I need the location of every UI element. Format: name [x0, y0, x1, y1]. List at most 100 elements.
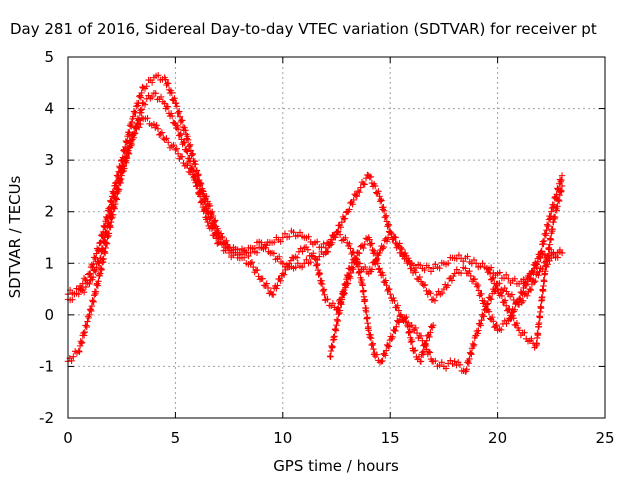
data-point-interp [478, 316, 485, 324]
data-point [515, 327, 523, 334]
data-point [515, 296, 523, 303]
data-point-interp [527, 286, 535, 294]
data-point-interp [341, 280, 348, 288]
data-point-interp [82, 322, 90, 329]
data-point-interp [402, 249, 409, 257]
data-point-interp [195, 171, 202, 178]
data-point-interp [486, 294, 494, 302]
data-point-interp [422, 342, 430, 350]
data-point-interp [433, 291, 440, 299]
data-point-interp [368, 240, 375, 247]
data-point-interp [179, 117, 186, 124]
data-point [376, 265, 383, 272]
data-point-interp [411, 347, 419, 354]
data-point-interp [125, 147, 132, 154]
data-point-interp [474, 330, 481, 337]
data-point [279, 270, 286, 277]
data-point [150, 120, 158, 128]
data-point [494, 285, 501, 293]
data-point-interp [318, 277, 325, 285]
data-point-interp [380, 243, 387, 251]
data-point-interp [95, 271, 103, 279]
data-point-interp [175, 109, 182, 117]
data-point-interp [266, 290, 273, 297]
data-point-interp [281, 230, 289, 237]
data-point-interp [200, 188, 207, 195]
data-point-interp [393, 323, 400, 330]
data-point-interp [353, 192, 361, 200]
data-point-interp [557, 188, 565, 196]
data-point-interp [103, 230, 110, 237]
y-axis-label: SDTVAR / TECUs [6, 175, 24, 298]
data-point-interp [363, 308, 370, 316]
data-point-interp [511, 306, 518, 314]
data-point [290, 229, 297, 236]
data-point-interp [378, 197, 385, 204]
data-point-interp [148, 93, 156, 101]
data-point-interp [406, 258, 413, 266]
data-point-interp [383, 282, 390, 289]
data-point-interp [68, 357, 75, 364]
data-point-interp [112, 190, 119, 198]
data-point-interp [538, 247, 545, 255]
data-point-interp [444, 259, 452, 267]
data-point-interp [299, 248, 306, 255]
data-point-interp [385, 228, 393, 235]
data-point-interp [188, 163, 196, 171]
data-point-interp [367, 334, 375, 342]
data-point-interp [470, 342, 477, 350]
data-point-interp [466, 268, 473, 275]
data-point-interp [497, 326, 505, 334]
data-point [462, 265, 469, 272]
data-point-interp [318, 280, 326, 288]
x-tick-label: 25 [595, 429, 614, 447]
data-point-interp [375, 266, 382, 273]
data-point-interp [400, 250, 408, 258]
data-point-interp [251, 244, 259, 252]
data-point-interp [373, 351, 380, 358]
data-point-interp [314, 266, 322, 274]
data-point-interp [130, 113, 137, 120]
data-point-interp [250, 263, 257, 271]
data-point-interp [487, 296, 495, 303]
plot-frame [67, 56, 606, 419]
data-point-interp [137, 120, 144, 128]
data-point-interp [184, 148, 191, 155]
data-point-interp [405, 329, 412, 337]
data-point [558, 182, 566, 190]
y-tick-label: -1 [39, 357, 54, 375]
data-point-interp [313, 256, 321, 264]
x-tick-label: 5 [171, 429, 181, 447]
data-point-interp [417, 261, 424, 269]
data-point-interp [442, 365, 450, 372]
data-point-interp [324, 295, 331, 303]
data-point-interp [315, 269, 323, 277]
data-point-interp [186, 142, 193, 150]
data-point-interp [523, 281, 530, 288]
data-point-interp [336, 231, 344, 238]
data-point-interp [138, 114, 146, 122]
data-point-interp [537, 304, 545, 311]
data-point-interp [84, 318, 91, 325]
data-point-interp [120, 163, 127, 170]
data-point-interp [540, 237, 548, 245]
data-point-interp [519, 297, 527, 305]
data-point-interp [127, 138, 135, 146]
data-point-interp [182, 127, 189, 134]
data-point-interp [94, 282, 102, 289]
data-point-interp [480, 313, 487, 320]
data-point-interp [170, 141, 177, 149]
data-point-interp [212, 217, 219, 224]
data-point-interp [361, 297, 369, 305]
data-point-interp [477, 322, 484, 329]
data-point-interp [340, 291, 347, 299]
data-point [75, 291, 82, 298]
data-point [376, 193, 383, 200]
data-point-interp [369, 246, 376, 254]
data-point-interp [364, 314, 371, 321]
data-point-interp [474, 281, 482, 289]
data-point-interp [316, 270, 323, 278]
data-point-interp [513, 319, 521, 327]
data-point-interp [186, 141, 194, 149]
data-point-interp [138, 106, 146, 113]
